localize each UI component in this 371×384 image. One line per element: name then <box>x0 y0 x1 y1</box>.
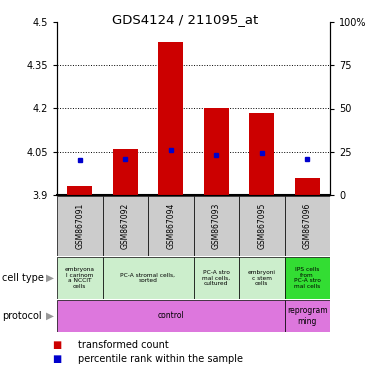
Text: GSM867096: GSM867096 <box>303 203 312 249</box>
Bar <box>285 257 330 299</box>
Text: control: control <box>157 311 184 321</box>
Text: ■: ■ <box>52 340 61 350</box>
Text: GSM867092: GSM867092 <box>121 203 130 249</box>
Bar <box>113 149 138 195</box>
Bar <box>57 300 285 332</box>
Bar <box>102 257 194 299</box>
Bar <box>148 196 194 256</box>
Bar <box>57 257 102 299</box>
Text: GSM867095: GSM867095 <box>257 203 266 249</box>
Bar <box>57 196 102 256</box>
Bar <box>285 196 330 256</box>
Text: cell type: cell type <box>2 273 44 283</box>
Text: embryoni
c stem
cells: embryoni c stem cells <box>248 270 276 286</box>
Text: reprogram
ming: reprogram ming <box>287 306 328 326</box>
Bar <box>67 186 92 195</box>
Text: ■: ■ <box>52 354 61 364</box>
Text: ▶: ▶ <box>46 273 55 283</box>
Text: transformed count: transformed count <box>78 340 169 350</box>
Text: PC-A stromal cells,
sorted: PC-A stromal cells, sorted <box>121 273 175 283</box>
Text: GDS4124 / 211095_at: GDS4124 / 211095_at <box>112 13 259 26</box>
Bar <box>249 113 274 195</box>
Text: protocol: protocol <box>2 311 42 321</box>
Text: embryona
l carinom
a NCCIT
cells: embryona l carinom a NCCIT cells <box>65 267 95 289</box>
Text: GSM867093: GSM867093 <box>212 203 221 249</box>
Bar <box>239 257 285 299</box>
Bar <box>239 196 285 256</box>
Bar <box>194 257 239 299</box>
Bar <box>295 178 320 195</box>
Text: PC-A stro
mal cells,
cultured: PC-A stro mal cells, cultured <box>202 270 230 286</box>
Bar <box>194 196 239 256</box>
Text: GSM867094: GSM867094 <box>166 203 175 249</box>
Bar <box>285 300 330 332</box>
Bar <box>158 42 183 195</box>
Text: IPS cells
from
PC-A stro
mal cells: IPS cells from PC-A stro mal cells <box>294 267 321 289</box>
Text: percentile rank within the sample: percentile rank within the sample <box>78 354 243 364</box>
Bar <box>102 196 148 256</box>
Text: ▶: ▶ <box>46 311 55 321</box>
Bar <box>204 109 229 195</box>
Text: GSM867091: GSM867091 <box>75 203 84 249</box>
